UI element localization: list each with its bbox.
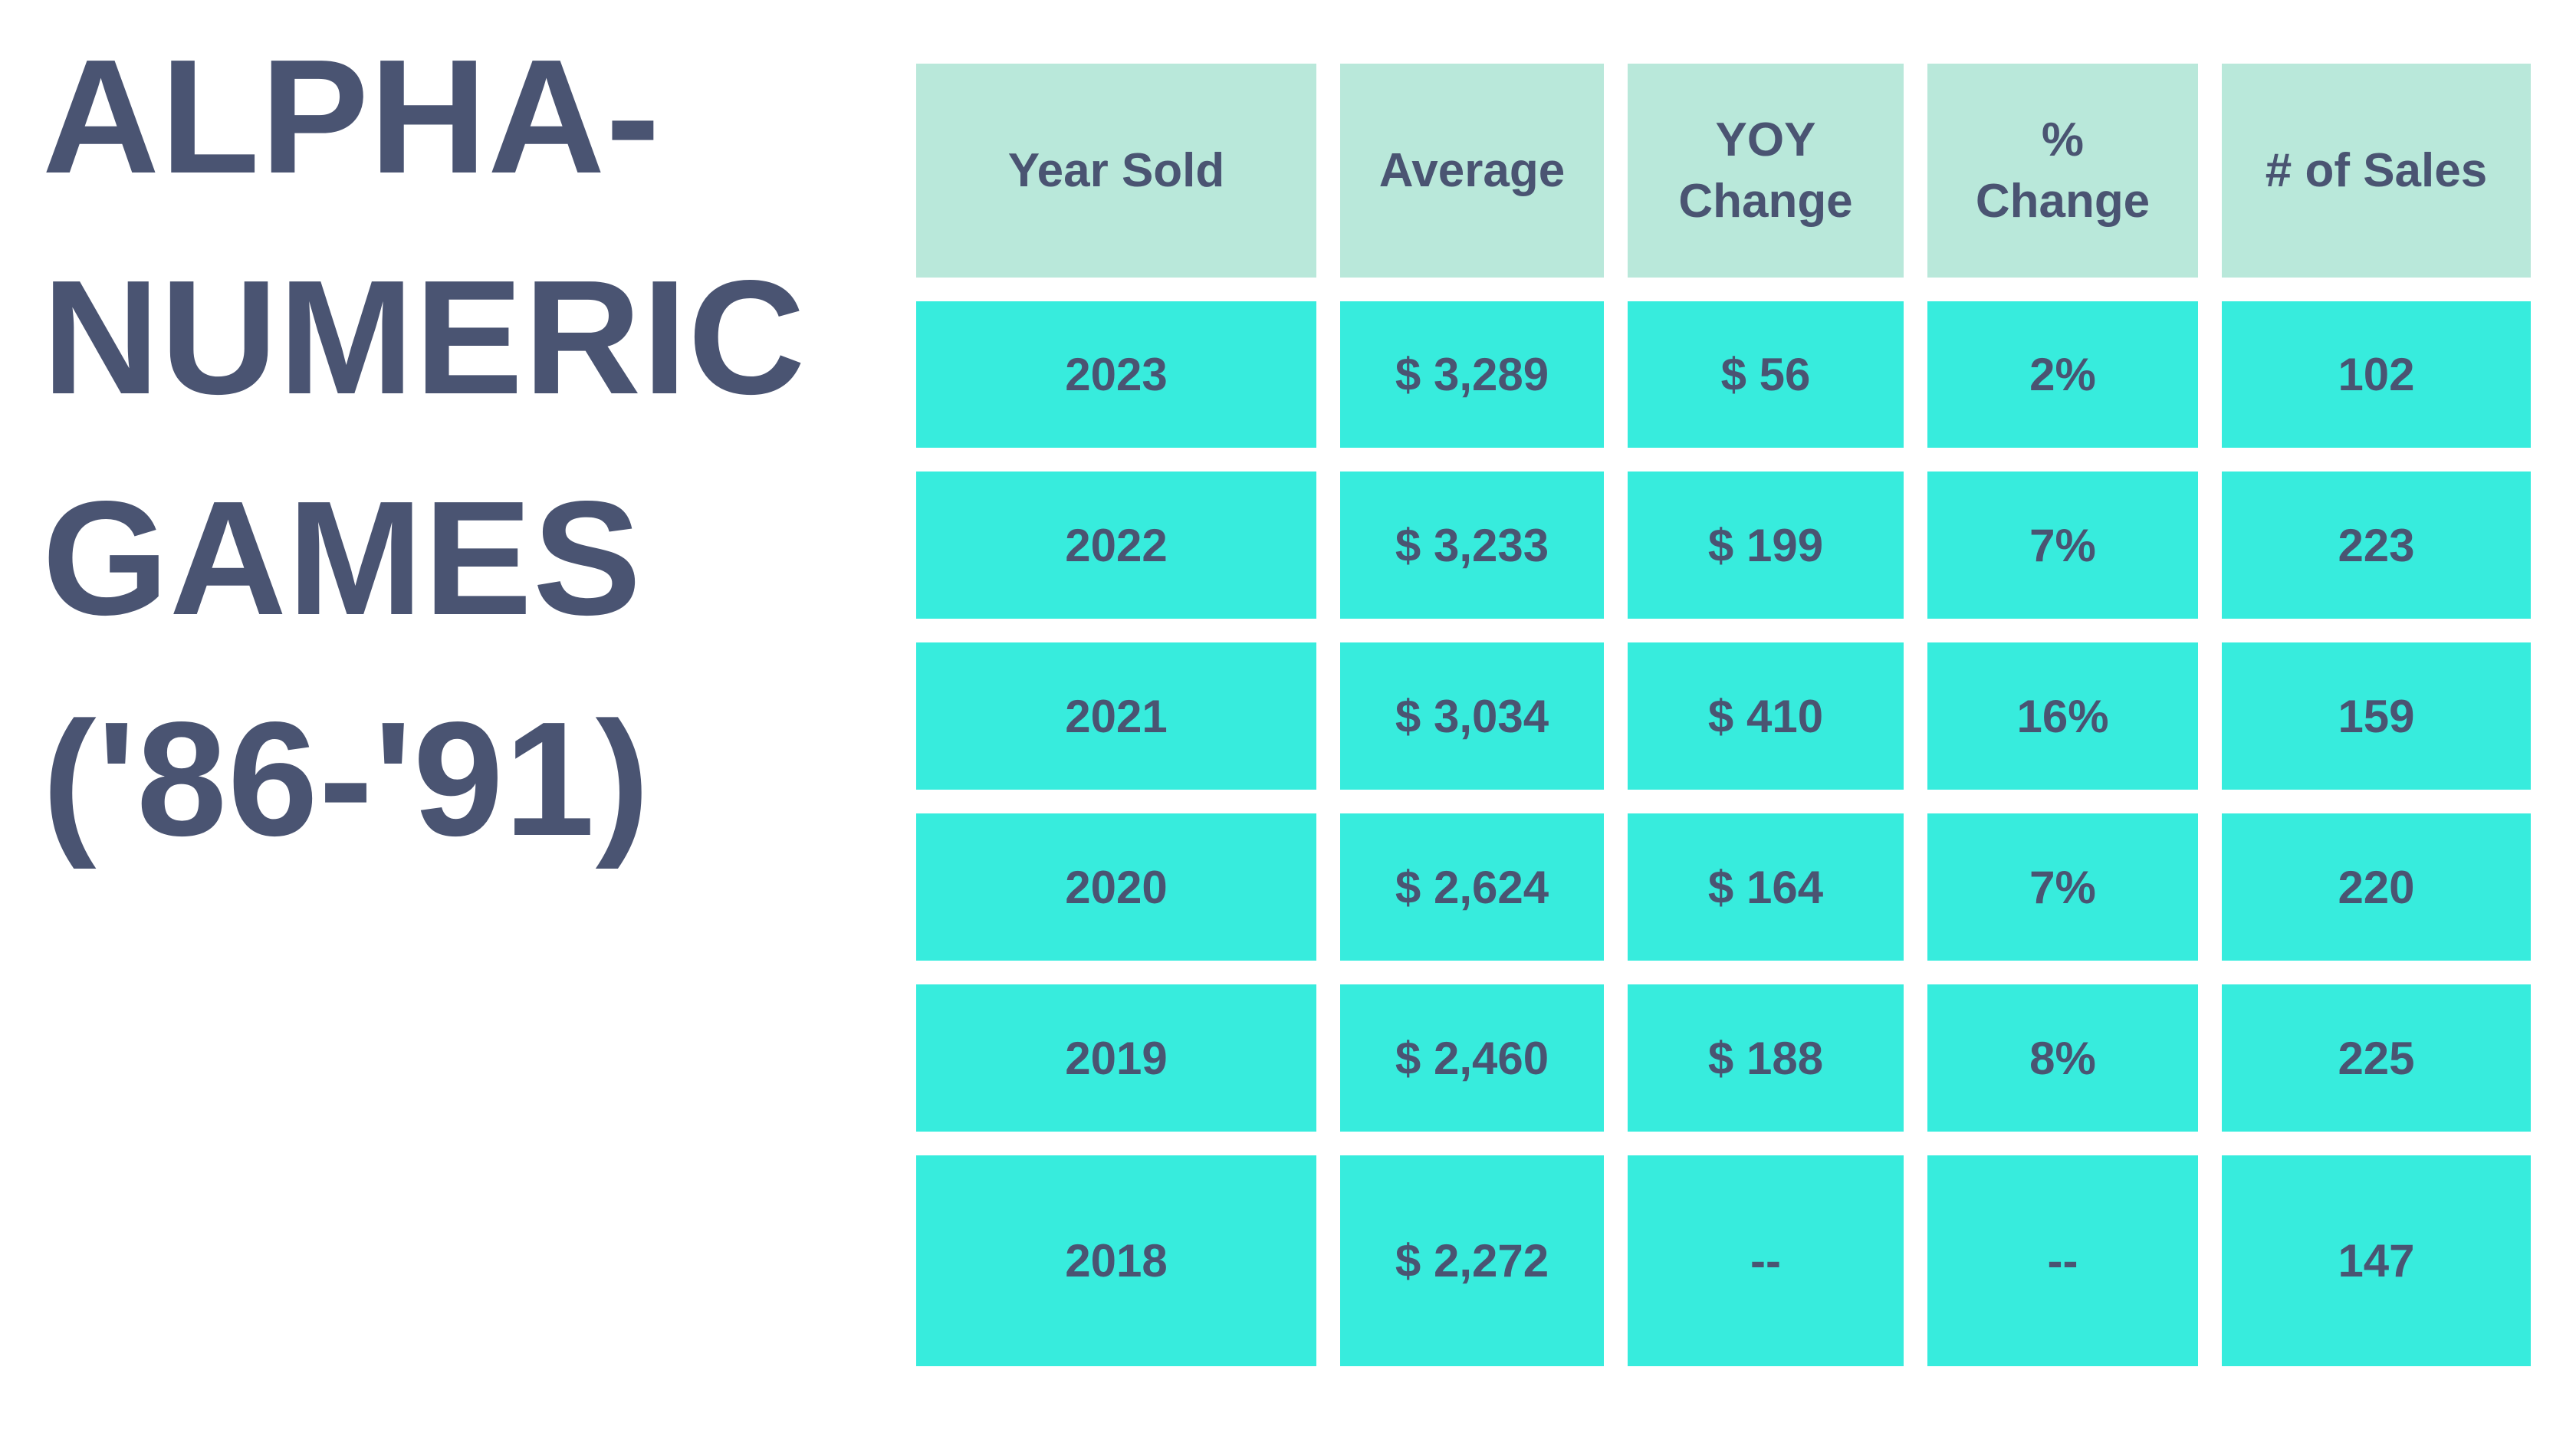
page-title-line-1: ALPHA- [42,25,661,207]
table-cell-percent-change: 7% [1927,472,2198,619]
table-cell-percent-change: 16% [1927,642,2198,790]
table-cell-average: $ 3,233 [1340,472,1604,619]
sales-data-table: Year Sold Average YOY Change % Change # … [916,64,2531,1366]
table-cell-yoy-change: $ 188 [1628,984,1904,1132]
table-cell-number-of-sales: 159 [2222,642,2531,790]
table-cell-year-sold: 2021 [916,642,1316,790]
table-cell-average: $ 3,034 [1340,642,1604,790]
table-cell-average: $ 3,289 [1340,301,1604,448]
table-cell-number-of-sales: 147 [2222,1155,2531,1366]
table-cell-percent-change: 2% [1927,301,2198,448]
column-header-yoy-change: YOY Change [1628,64,1904,278]
column-header-year-sold: Year Sold [916,64,1316,278]
table-cell-percent-change: 8% [1927,984,2198,1132]
table-cell-yoy-change: $ 56 [1628,301,1904,448]
table-cell-year-sold: 2019 [916,984,1316,1132]
table-cell-yoy-change: $ 410 [1628,642,1904,790]
table-cell-yoy-change: $ 199 [1628,472,1904,619]
table-cell-yoy-change: $ 164 [1628,813,1904,961]
table-cell-yoy-change: -- [1628,1155,1904,1366]
table-cell-percent-change: 7% [1927,813,2198,961]
table-cell-average: $ 2,624 [1340,813,1604,961]
page-title-line-4: ('86-'91) [42,688,651,869]
table-cell-year-sold: 2020 [916,813,1316,961]
table-cell-number-of-sales: 220 [2222,813,2531,961]
table-cell-number-of-sales: 102 [2222,301,2531,448]
table-cell-year-sold: 2022 [916,472,1316,619]
column-header-number-of-sales: # of Sales [2222,64,2531,278]
column-header-average: Average [1340,64,1604,278]
table-cell-year-sold: 2018 [916,1155,1316,1366]
table-cell-number-of-sales: 225 [2222,984,2531,1132]
page-title-line-2: NUMERIC [42,246,807,428]
table-cell-percent-change: -- [1927,1155,2198,1366]
table-cell-average: $ 2,460 [1340,984,1604,1132]
table-cell-average: $ 2,272 [1340,1155,1604,1366]
table-cell-number-of-sales: 223 [2222,472,2531,619]
column-header-percent-change: % Change [1927,64,2198,278]
page-title-line-3: GAMES [42,467,642,649]
table-cell-year-sold: 2023 [916,301,1316,448]
page-title: ALPHA- NUMERIC GAMES ('86-'91) [42,6,806,889]
